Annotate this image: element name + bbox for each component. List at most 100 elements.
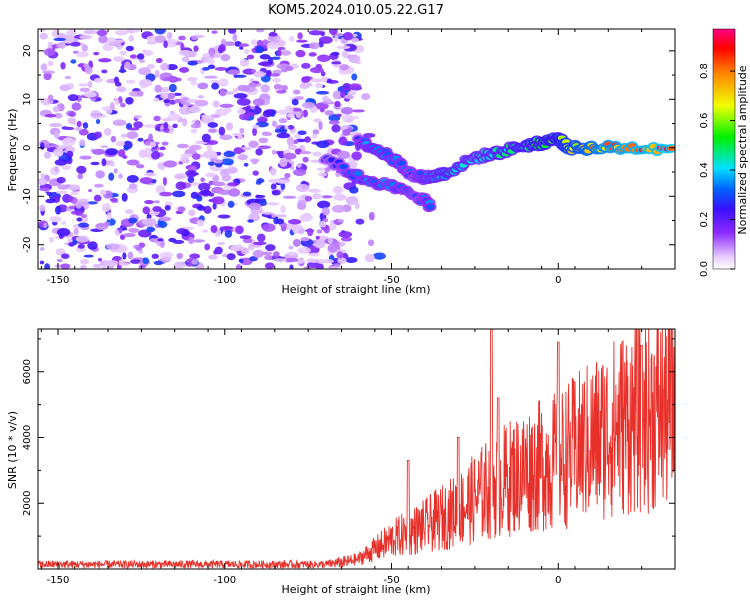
noise-blob: [227, 182, 239, 187]
noise-blob: [196, 205, 206, 211]
noise-blob: [327, 237, 333, 244]
noise-blob: [233, 92, 248, 99]
noise-blob: [128, 34, 135, 42]
noise-blob: [113, 76, 120, 84]
noise-blob: [348, 83, 362, 89]
noise-blob: [336, 150, 351, 160]
noise-blob: [87, 241, 98, 250]
noise-blob: [155, 57, 163, 64]
noise-blob: [138, 249, 144, 254]
noise-blob: [47, 60, 54, 67]
noise-blob: [126, 159, 140, 166]
noise-blob: [255, 194, 266, 199]
noise-blob: [277, 109, 288, 115]
x-tick-label: -50: [383, 275, 399, 286]
noise-blob: [191, 153, 201, 160]
noise-blob: [292, 168, 307, 177]
noise-blob: [99, 189, 107, 196]
noise-blob: [208, 47, 216, 56]
noise-blob: [283, 152, 297, 160]
noise-blob: [202, 52, 210, 59]
noise-blob: [60, 263, 71, 269]
noise-blob: [178, 67, 190, 73]
noise-blob: [139, 177, 153, 184]
noise-blob: [189, 144, 202, 151]
x-tick-label: -150: [47, 275, 70, 286]
noise-blob: [324, 166, 331, 173]
noise-blob: [202, 66, 210, 71]
noise-blob: [157, 238, 164, 242]
noise-blob: [292, 89, 301, 95]
noise-blob: [76, 217, 83, 222]
noise-blob: [238, 258, 244, 264]
noise-blob: [349, 186, 359, 194]
noise-blob: [345, 196, 359, 205]
noise-blob: [239, 46, 244, 50]
noise-blob: [320, 71, 326, 77]
noise-blob: [301, 62, 311, 69]
noise-blob: [162, 117, 173, 122]
colorbar-tick-label: 0.4: [699, 162, 710, 178]
noise-blob: [79, 87, 91, 92]
noise-blob: [133, 114, 143, 119]
noise-blob: [68, 195, 74, 203]
noise-blob: [143, 124, 156, 128]
noise-blob: [44, 151, 52, 159]
noise-blob: [185, 169, 197, 178]
noise-blob: [61, 165, 71, 171]
noise-blob: [162, 77, 177, 81]
noise-blob: [212, 181, 226, 187]
y-tick-label: 10: [22, 93, 33, 106]
noise-blob: [120, 133, 128, 138]
noise-blob: [239, 235, 252, 240]
snr-series-line: [38, 329, 675, 569]
noise-blob: [271, 189, 281, 196]
noise-blob: [162, 128, 170, 132]
noise-blob: [172, 239, 185, 245]
noise-blob: [251, 159, 258, 165]
noise-blob: [268, 32, 278, 37]
noise-blob: [112, 119, 127, 126]
noise-blob: [40, 142, 45, 150]
noise-blob: [148, 133, 153, 142]
noise-blob: [258, 61, 272, 66]
noise-blob: [68, 184, 81, 191]
y-tick-label: 2000: [22, 491, 33, 516]
noise-blob: [227, 69, 241, 75]
noise-blob: [315, 90, 330, 95]
noise-blob: [201, 114, 208, 118]
noise-blob: [217, 241, 226, 246]
noise-blob: [289, 264, 294, 269]
noise-blob: [219, 134, 233, 141]
noise-blob: [162, 177, 168, 186]
noise-blob: [219, 103, 234, 108]
noise-blob: [252, 124, 260, 129]
noise-blob: [354, 202, 360, 210]
noise-blob: [315, 263, 324, 269]
noise-blob: [267, 41, 280, 50]
noise-blob: [123, 232, 136, 238]
noise-blob: [125, 96, 134, 105]
noise-blob: [326, 98, 332, 104]
x-tick-label: 0: [555, 275, 561, 286]
noise-blob: [166, 32, 173, 40]
noise-blob: [239, 127, 245, 134]
noise-blob: [60, 253, 70, 259]
noise-blob: [309, 42, 320, 50]
noise-blob: [143, 49, 154, 56]
noise-blob: [241, 146, 252, 151]
noise-blob: [136, 164, 145, 169]
noise-blob: [208, 254, 218, 260]
noise-blob: [207, 161, 216, 166]
noise-blob: [52, 106, 60, 113]
y-tick-label: 0: [22, 145, 33, 151]
noise-blob: [206, 143, 213, 151]
noise-blob: [296, 162, 302, 168]
x-tick-label: -150: [47, 575, 70, 586]
noise-blob: [255, 45, 265, 54]
noise-blob: [68, 242, 75, 247]
noise-blob: [93, 131, 102, 139]
noise-blob: [198, 182, 211, 192]
noise-blob: [351, 73, 358, 81]
noise-blob: [312, 151, 322, 157]
